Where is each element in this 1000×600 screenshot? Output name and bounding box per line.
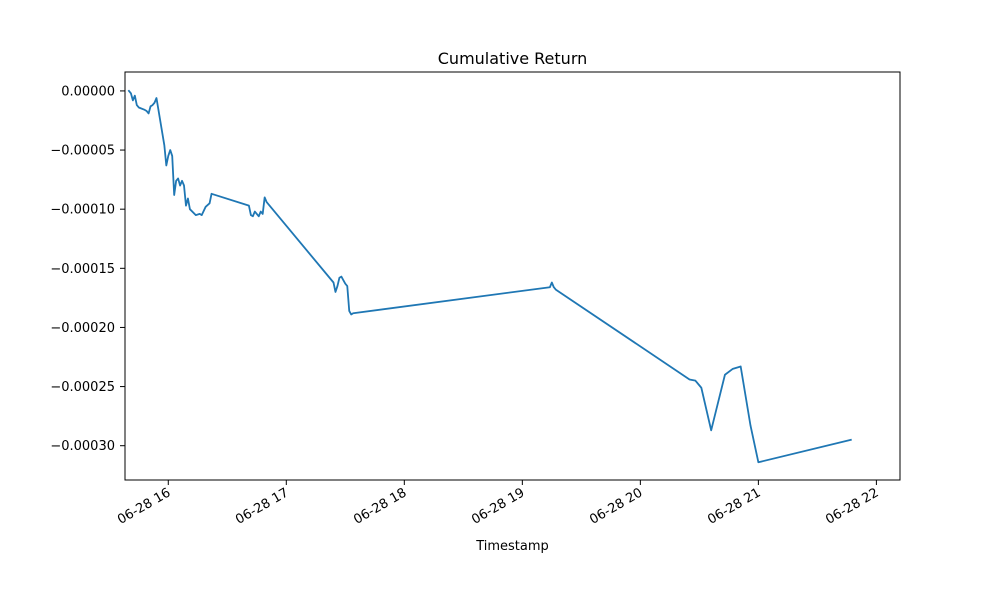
y-axis: 0.00000 −0.00005 −0.00010 −0.00015 −0.00020 −… bbox=[50, 84, 125, 454]
y-tick-label: −0.00025 bbox=[50, 380, 115, 395]
y-tick-label: −0.00020 bbox=[50, 321, 115, 336]
chart-title: Cumulative Return bbox=[438, 49, 588, 68]
series-line bbox=[127, 89, 852, 464]
y-tick-label: −0.00030 bbox=[50, 439, 115, 454]
y-tick-label: −0.00010 bbox=[50, 203, 115, 218]
y-tick-label: 0.00000 bbox=[61, 84, 115, 99]
plot-frame bbox=[124, 71, 901, 481]
x-axis-label: Timestamp bbox=[475, 539, 549, 554]
y-tick-label: −0.00005 bbox=[50, 144, 115, 159]
plot-area bbox=[124, 71, 901, 481]
y-tick-label: −0.00015 bbox=[50, 262, 115, 277]
